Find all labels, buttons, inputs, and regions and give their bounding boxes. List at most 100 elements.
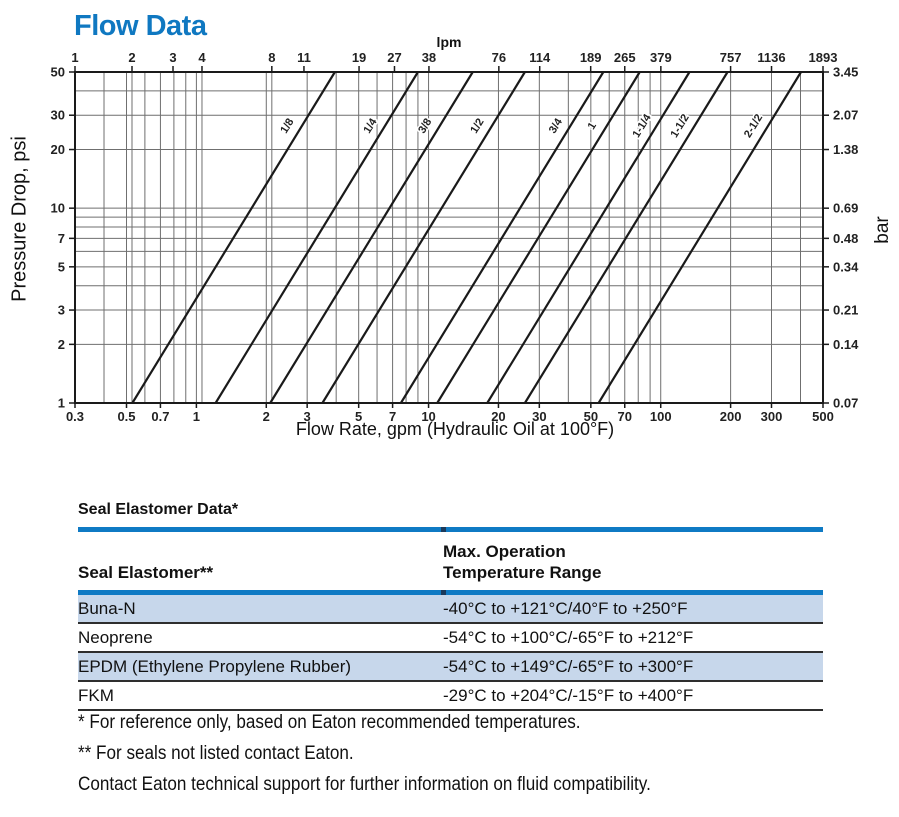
- x-axis-tick-label: 20: [491, 409, 505, 424]
- x-axis-tick-label: 70: [618, 409, 632, 424]
- table-row: FKM -29°C to +204°C/-15°F to +400°F: [78, 682, 823, 711]
- top-axis-tick-label: 27: [387, 50, 401, 65]
- table-header-row: Seal Elastomer** Max. Operation Temperat…: [78, 532, 823, 590]
- page-title: Flow Data: [74, 10, 207, 42]
- x-axis-tick-label: 100: [650, 409, 672, 424]
- top-axis-tick-label: 265: [614, 50, 636, 65]
- column-header-temp-range-line1: Max. Operation: [443, 542, 566, 561]
- y-axis-right-tick-label: 0.69: [833, 201, 858, 216]
- top-axis-tick-label: 8: [268, 50, 275, 65]
- cell-temp-range: -40°C to +121°C/40°F to +250°F: [443, 598, 688, 618]
- table-rule-top: [78, 527, 823, 532]
- footnote-reference: * For reference only, based on Eaton rec…: [78, 712, 581, 733]
- column-header-temp-range-line2: Temperature Range: [443, 563, 602, 582]
- y-axis-right-label: bar: [872, 216, 893, 244]
- x-axis-tick-label: 300: [761, 409, 783, 424]
- x-axis-tick-label: 30: [532, 409, 546, 424]
- flow-line: [321, 71, 526, 404]
- y-axis-left-tick-label: 3: [58, 303, 65, 318]
- top-axis-tick-label: 76: [492, 50, 506, 65]
- table-row: EPDM (Ethylene Propylene Rubber) -54°C t…: [78, 653, 823, 682]
- y-axis-right-tick-label: 0.14: [833, 337, 859, 352]
- top-axis-label: lpm: [436, 34, 462, 50]
- x-axis-tick-label: 50: [584, 409, 598, 424]
- top-axis-tick-label: 379: [650, 50, 672, 65]
- flow-line-label: 1/2: [468, 116, 486, 135]
- flow-chart: 0.3 0.5 0.7 1 2 3 5 7 10 20 30 50 70 100 200 300 500 50 3.…: [51, 50, 860, 424]
- table-row: Buna-N -40°C to +121°C/40°F to +250°F: [78, 595, 823, 624]
- top-axis-tick-label: 1136: [757, 50, 785, 65]
- flow-line-label: 1/8: [278, 116, 296, 135]
- top-axis-tick-label: 114: [529, 50, 551, 65]
- cell-elastomer: Neoprene: [78, 627, 153, 647]
- flow-line-label: 3/4: [547, 116, 566, 136]
- top-axis-tick-label: 19: [352, 50, 366, 65]
- x-axis-tick-label: 7: [389, 409, 396, 424]
- cell-temp-range: -54°C to +100°C/-65°F to +212°F: [443, 627, 694, 647]
- cell-elastomer: EPDM (Ethylene Propylene Rubber): [78, 656, 352, 676]
- flow-line: [597, 71, 802, 404]
- x-axis-tick-label: 200: [720, 409, 742, 424]
- y-axis-right-tick-label: 0.07: [833, 396, 858, 411]
- cell-elastomer: FKM: [78, 685, 114, 705]
- x-axis-tick-label: 0.3: [66, 409, 84, 424]
- y-axis-left-tick-label: 30: [51, 108, 65, 123]
- top-axis-tick-label: 189: [580, 50, 602, 65]
- flow-line-label: 1: [586, 120, 599, 131]
- x-axis-label: Flow Rate, gpm (Hydraulic Oil at 100°F): [295, 419, 615, 439]
- top-axis-tick-label: 2: [128, 50, 135, 65]
- top-axis-tick-label: 11: [297, 50, 311, 65]
- top-axis-tick-label: 1893: [809, 50, 838, 65]
- cell-temp-range: -29°C to +204°C/-15°F to +400°F: [443, 685, 694, 705]
- flow-line: [214, 71, 419, 404]
- y-axis-right-tick-label: 0.48: [833, 231, 858, 246]
- y-axis-left-tick-label: 5: [58, 259, 65, 274]
- column-header-elastomer: Seal Elastomer**: [78, 563, 214, 582]
- x-axis-tick-label: 1: [193, 409, 200, 424]
- x-axis-tick-label: 3: [304, 409, 311, 424]
- y-axis-right-tick-label: 0.21: [833, 303, 858, 318]
- cell-temp-range: -54°C to +149°C/-65°F to +300°F: [443, 656, 694, 676]
- top-axis-tick-label: 4: [198, 50, 206, 65]
- y-axis-left-tick-label: 10: [51, 201, 65, 216]
- y-axis-left-tick-label: 50: [51, 65, 65, 80]
- y-axis-left-tick-label: 1: [58, 396, 65, 411]
- y-axis-left-tick-label: 2: [58, 337, 65, 352]
- seal-table: Seal Elastomer Data* Seal Elastomer** Ma…: [78, 501, 823, 711]
- cell-elastomer: Buna-N: [78, 598, 136, 618]
- y-axis-left-tick-label: 7: [58, 231, 65, 246]
- plot-frame: [74, 71, 824, 404]
- flow-line: [486, 71, 691, 404]
- top-axis-tick-label: 38: [422, 50, 436, 65]
- footnotes: * For reference only, based on Eaton rec…: [78, 712, 714, 805]
- flow-line: [399, 71, 605, 404]
- footnote-seals: ** For seals not listed contact Eaton.: [78, 743, 354, 764]
- y-axis-left-tick-label: 20: [51, 142, 65, 157]
- flow-line: [131, 71, 336, 404]
- table-title: Seal Elastomer Data*: [78, 501, 239, 518]
- flow-line: [436, 71, 641, 404]
- top-axis-tick-label: 1: [71, 50, 78, 65]
- table-row: Neoprene -54°C to +100°C/-65°F to +212°F: [78, 624, 823, 653]
- rule-notch: [441, 527, 446, 532]
- rule-notch: [441, 590, 446, 595]
- flow-line-label: 3/8: [416, 116, 434, 135]
- y-axis-right-tick-label: 1.38: [833, 142, 858, 157]
- footnote-contact: Contact Eaton technical support for furt…: [78, 774, 651, 795]
- y-axis-right-tick-label: 3.45: [833, 65, 858, 80]
- flow-line: [523, 71, 729, 404]
- flow-line: [269, 71, 474, 404]
- x-axis-tick-label: 500: [812, 409, 834, 424]
- top-axis-tick-label: 757: [720, 50, 742, 65]
- x-axis-tick-label: 0.5: [117, 409, 135, 424]
- column-header-temp-range: Max. Operation Temperature Range: [443, 541, 823, 590]
- x-axis-tick-label: 10: [421, 409, 435, 424]
- x-axis-tick-label: 5: [355, 409, 362, 424]
- x-axis-tick-label: 0.7: [151, 409, 169, 424]
- table-rule-header: [78, 590, 823, 595]
- x-axis-tick-label: 2: [263, 409, 270, 424]
- y-axis-right-tick-label: 0.34: [833, 259, 859, 274]
- y-axis-left-label: Pressure Drop, psi: [8, 136, 31, 302]
- top-axis-tick-label: 3: [169, 50, 176, 65]
